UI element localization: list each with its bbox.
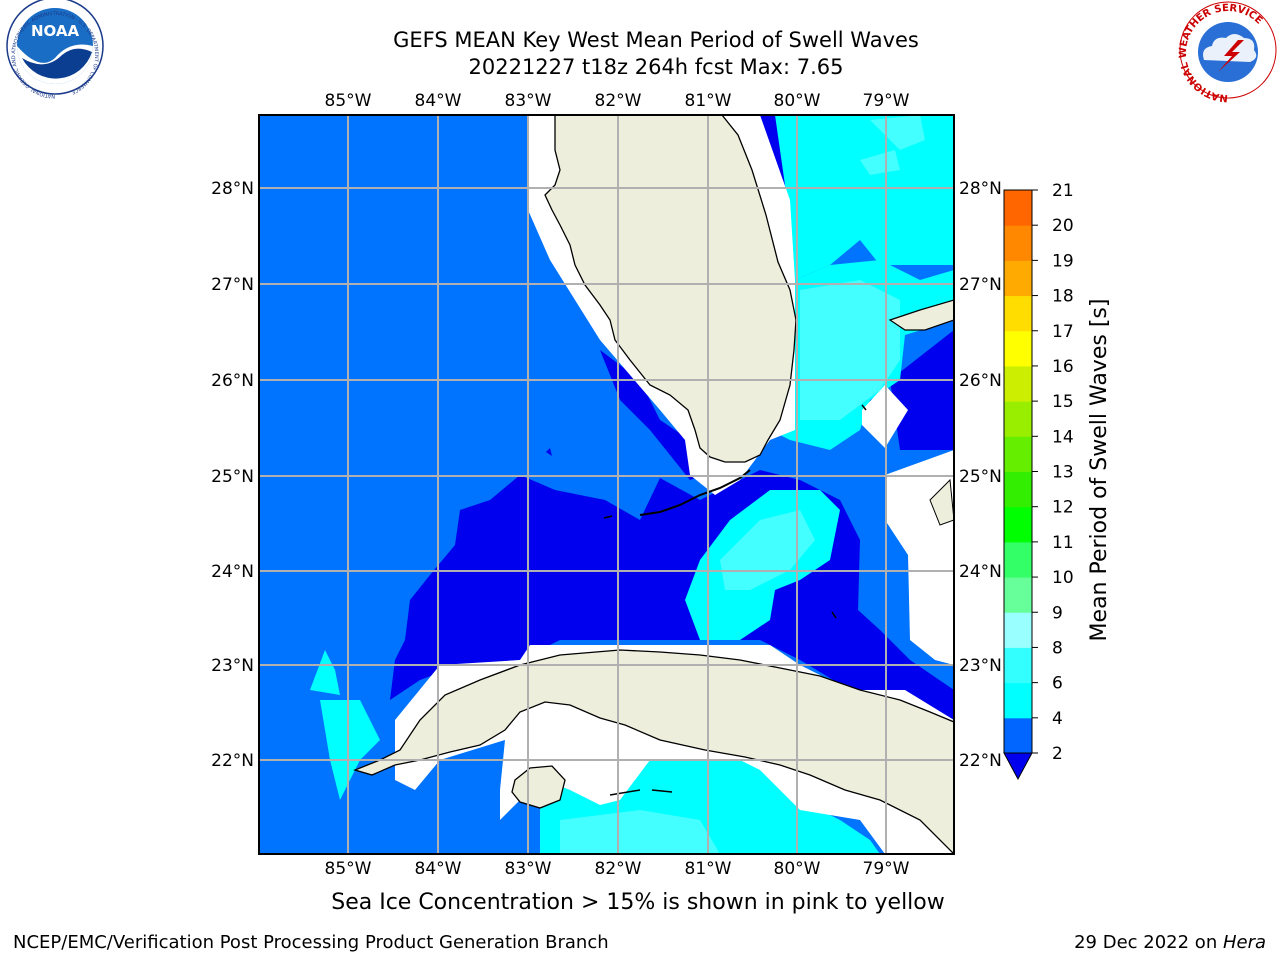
graticule — [259, 115, 954, 854]
colorbar-segment — [1004, 190, 1032, 226]
cuba-land — [353, 649, 954, 854]
isla-juventud-land — [511, 765, 566, 809]
lon-label: 79°W — [863, 859, 910, 879]
colorbar-segment — [1004, 541, 1032, 578]
colorbar-segment — [1004, 225, 1032, 261]
colorbar-tick-label: 21 — [1052, 181, 1074, 201]
title-line-1: GEFS MEAN Key West Mean Period of Swell … — [393, 28, 919, 52]
footer-date: 29 Dec 2022 on Hera — [1074, 932, 1266, 953]
colorbar-segment — [1004, 330, 1032, 367]
colorbar-tick-label: 19 — [1052, 251, 1074, 271]
lon-label: 81°W — [685, 91, 732, 111]
bahamas-land — [888, 299, 954, 331]
lon-label: 79°W — [863, 91, 910, 111]
noaa-logo: NOAA NATIONAL OCEANIC AND ATMOSPHERIC AD… — [6, 0, 104, 99]
footer-date-text: 29 Dec 2022 on — [1074, 932, 1223, 953]
colorbar-segment — [1004, 260, 1032, 297]
lon-labels-top: 85°W 84°W 83°W 82°W 81°W 80°W 79°W — [325, 91, 910, 111]
colorbar-segment — [1004, 506, 1032, 543]
lat-label: 27°N — [211, 275, 254, 295]
colorbar-segment — [1004, 436, 1032, 472]
colorbar-label: Mean Period of Swell Waves [s] — [1087, 299, 1112, 642]
colorbar-tick-label: 4 — [1052, 709, 1063, 729]
colorbar-tick-label: 12 — [1052, 498, 1074, 518]
colorbar-tick-label: 14 — [1052, 427, 1074, 447]
footer-credit: NCEP/EMC/Verification Post Processing Pr… — [13, 932, 609, 953]
lat-labels-left: 28°N 27°N 26°N 25°N 24°N 23°N 22°N — [211, 179, 254, 771]
colorbar-segment — [1004, 612, 1032, 648]
colorbar-tick-label: 17 — [1052, 322, 1074, 342]
colorbar-segment — [1004, 295, 1032, 332]
colorbar-segment — [1004, 577, 1032, 613]
colorbar-tick-label: 16 — [1052, 357, 1074, 377]
colorbar-tick-label: 18 — [1052, 287, 1074, 307]
lat-label: 24°N — [959, 562, 1002, 582]
lat-label: 25°N — [211, 467, 254, 487]
lat-label: 22°N — [959, 751, 1002, 771]
colorbar-tick-label: 20 — [1052, 216, 1074, 236]
colorbar-tick-label: 15 — [1052, 392, 1074, 412]
footer-host: Hera — [1222, 932, 1266, 953]
lon-label: 85°W — [325, 859, 372, 879]
lon-label: 82°W — [595, 859, 642, 879]
lon-label: 84°W — [415, 91, 462, 111]
colorbar-tick-label: 11 — [1052, 533, 1074, 553]
colorbar-extension — [1003, 752, 1033, 781]
lon-label: 81°W — [685, 859, 732, 879]
colorbar-segment — [1004, 365, 1032, 402]
colorbar-tick-label: 13 — [1052, 463, 1074, 483]
colorbar-tick-label: 9 — [1052, 603, 1063, 623]
lat-label: 27°N — [959, 275, 1002, 295]
lon-label: 80°W — [774, 859, 821, 879]
lat-label: 22°N — [211, 751, 254, 771]
colorbar-segment — [1004, 682, 1032, 719]
sea-ice-note: Sea Ice Concentration > 15% is shown in … — [331, 890, 945, 915]
lon-labels-bottom: 85°W 84°W 83°W 82°W 81°W 80°W 79°W — [325, 859, 910, 879]
lat-label: 26°N — [211, 371, 254, 391]
colorbar-segment — [1004, 471, 1032, 508]
colorbar-segment — [1004, 401, 1032, 437]
nws-logo: NATIONAL WEATHER SERVICE — [1178, 1, 1277, 103]
florida-keys — [639, 469, 751, 516]
title-line-2: 20221227 t18z 264h fcst Max: 7.65 — [468, 55, 844, 79]
lat-label: 25°N — [959, 467, 1002, 487]
map-area — [259, 115, 954, 854]
colorbar: 2 4 6 8 9 10 11 12 13 14 15 16 17 18 19 20 21 — [1003, 181, 1074, 781]
florida-land — [544, 115, 797, 463]
lat-label: 24°N — [211, 562, 254, 582]
lon-label: 83°W — [505, 859, 552, 879]
colorbar-segment — [1004, 647, 1032, 684]
map-frame — [258, 114, 955, 855]
colorbar-tick-label: 6 — [1052, 674, 1063, 694]
lat-label: 28°N — [211, 179, 254, 199]
colorbar-tick-label: 2 — [1052, 744, 1063, 764]
lon-label: 80°W — [774, 91, 821, 111]
colorbar-tick-label: 10 — [1052, 568, 1074, 588]
lon-label: 83°W — [505, 91, 552, 111]
swell-band-4-6 — [775, 115, 954, 280]
noaa-logo-text: NOAA — [31, 22, 80, 40]
lat-label: 23°N — [211, 656, 254, 676]
swell-band-6-8 — [800, 280, 900, 420]
lon-label: 85°W — [325, 91, 372, 111]
colorbar-tick-label: 8 — [1052, 638, 1063, 658]
lon-label: 84°W — [415, 859, 462, 879]
lat-labels-right: 28°N 27°N 26°N 25°N 24°N 23°N 22°N — [959, 179, 1002, 771]
lat-label: 26°N — [959, 371, 1002, 391]
colorbar-segment — [1004, 717, 1032, 754]
lat-label: 23°N — [959, 656, 1002, 676]
lat-label: 28°N — [959, 179, 1002, 199]
lon-label: 82°W — [595, 91, 642, 111]
